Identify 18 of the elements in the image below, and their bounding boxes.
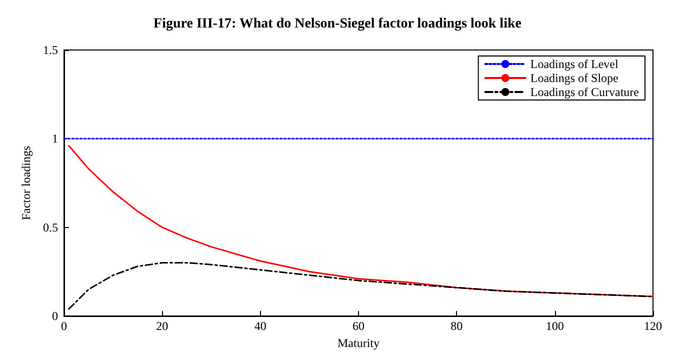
x-tick-label: 100 (546, 319, 564, 333)
legend-label: Loadings of Slope (530, 71, 618, 85)
chart-title: Figure III-17: What do Nelson-Siegel factor loadings look like (154, 16, 522, 32)
y-tick-label: 0.5 (43, 220, 58, 234)
y-tick-label: 1 (52, 132, 58, 146)
line-series (68, 262, 654, 310)
legend-label: Loadings of Level (530, 57, 619, 71)
x-axis-title: Maturity (338, 336, 380, 350)
y-tick-label: 0 (52, 309, 58, 323)
x-tick-label: 40 (254, 319, 266, 333)
legend-label: Loadings of Curvature (530, 85, 639, 99)
x-tick-label: 120 (644, 319, 662, 333)
x-tick-label: 0 (61, 319, 67, 333)
y-axis-title: Factor loadings (19, 146, 33, 220)
x-tick-label: 60 (352, 319, 364, 333)
y-tick-label: 1.5 (43, 43, 58, 57)
x-tick-label: 80 (450, 319, 463, 333)
x-tick-label: 20 (156, 319, 168, 333)
